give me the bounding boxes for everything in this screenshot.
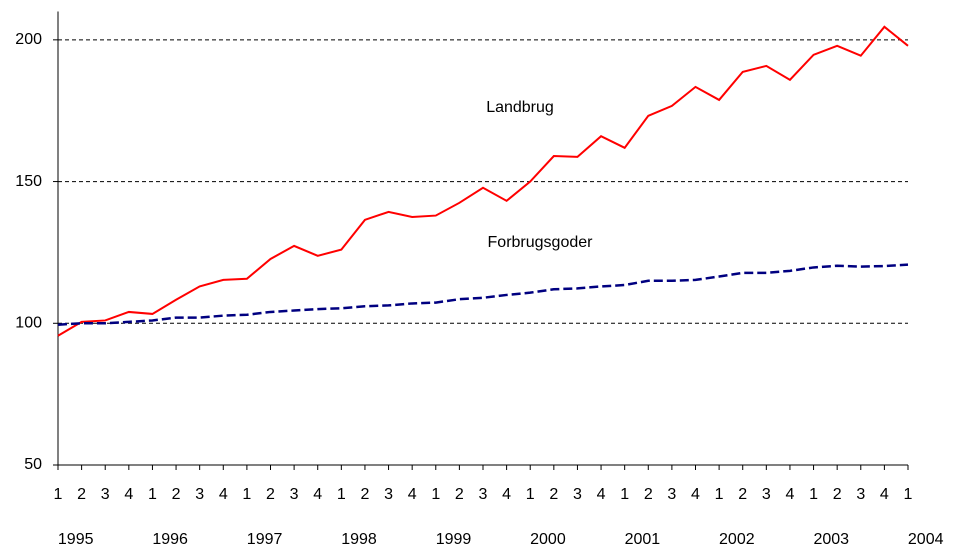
- x-tick-label: 3: [762, 486, 771, 503]
- x-tick-label: 2: [455, 486, 464, 503]
- year-label: 1996: [152, 531, 188, 548]
- x-tick-label: 4: [597, 486, 606, 503]
- y-tick-label: 150: [15, 173, 42, 190]
- x-tick-label: 1: [620, 486, 629, 503]
- x-tick-label: 3: [573, 486, 582, 503]
- x-tick-label: 1: [715, 486, 724, 503]
- x-tick-label: 1: [904, 486, 913, 503]
- x-tick-label: 4: [124, 486, 133, 503]
- x-tick-label: 1: [526, 486, 535, 503]
- x-tick-label: 1: [809, 486, 818, 503]
- y-tick-label: 100: [15, 315, 42, 332]
- x-tick-label: 2: [738, 486, 747, 503]
- x-tick-label: 4: [408, 486, 417, 503]
- y-tick-label: 50: [24, 456, 42, 473]
- year-label: 1997: [247, 531, 283, 548]
- x-tick-label: 1: [431, 486, 440, 503]
- year-label: 1995: [58, 531, 94, 548]
- x-tick-label: 3: [290, 486, 299, 503]
- x-tick-label: 3: [195, 486, 204, 503]
- y-tick-label: 200: [15, 31, 42, 48]
- x-tick-label: 4: [785, 486, 794, 503]
- x-tick-label: 1: [337, 486, 346, 503]
- x-tick-label: 2: [172, 486, 181, 503]
- year-label: 1998: [341, 531, 377, 548]
- x-tick-label: 2: [644, 486, 653, 503]
- x-tick-label: 3: [101, 486, 110, 503]
- x-tick-label: 3: [667, 486, 676, 503]
- x-tick-label: 4: [313, 486, 322, 503]
- year-label: 2000: [530, 531, 566, 548]
- x-tick-label: 2: [266, 486, 275, 503]
- x-tick-label: 4: [502, 486, 511, 503]
- year-label: 2001: [625, 531, 661, 548]
- year-label: 2002: [719, 531, 755, 548]
- year-label: 1999: [436, 531, 472, 548]
- x-tick-label: 3: [384, 486, 393, 503]
- x-tick-label: 3: [856, 486, 865, 503]
- x-tick-label: 2: [360, 486, 369, 503]
- x-tick-label: 1: [242, 486, 251, 503]
- x-tick-label: 4: [880, 486, 889, 503]
- series-label: Landbrug: [486, 99, 554, 116]
- x-tick-label: 2: [549, 486, 558, 503]
- x-tick-label: 4: [219, 486, 228, 503]
- x-tick-label: 1: [54, 486, 63, 503]
- x-tick-label: 2: [833, 486, 842, 503]
- x-tick-label: 3: [479, 486, 488, 503]
- year-label: 2003: [813, 531, 849, 548]
- x-tick-label: 1: [148, 486, 157, 503]
- series-label: Forbrugsgoder: [488, 234, 594, 251]
- x-tick-label: 2: [77, 486, 86, 503]
- year-label: 2004: [908, 531, 944, 548]
- series-line: [57, 25, 909, 337]
- x-tick-label: 4: [691, 486, 700, 503]
